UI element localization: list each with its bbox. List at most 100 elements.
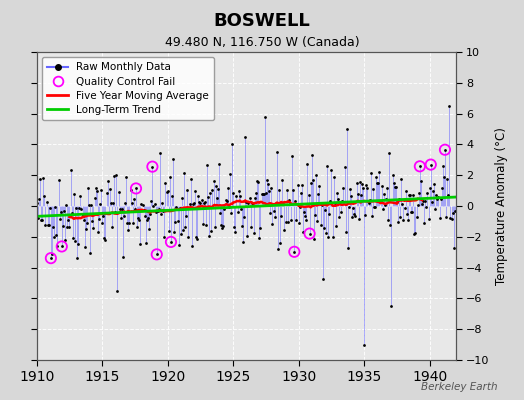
- Point: [274, 246, 282, 252]
- Point: [285, 197, 293, 204]
- Point: [384, 217, 392, 224]
- Point: [188, 243, 196, 249]
- Point: [133, 224, 141, 230]
- Point: [219, 223, 227, 230]
- Point: [208, 187, 216, 193]
- Point: [200, 200, 208, 206]
- Point: [390, 184, 399, 190]
- Point: [439, 163, 447, 169]
- Point: [63, 224, 71, 230]
- Point: [189, 201, 197, 208]
- Point: [401, 188, 410, 194]
- Point: [281, 219, 290, 225]
- Point: [377, 183, 386, 189]
- Point: [418, 201, 426, 207]
- Point: [420, 220, 429, 226]
- Point: [51, 203, 59, 210]
- Point: [319, 276, 327, 282]
- Point: [242, 199, 250, 205]
- Point: [325, 211, 333, 217]
- Point: [441, 146, 449, 153]
- Point: [212, 182, 220, 189]
- Point: [238, 223, 246, 230]
- Point: [416, 163, 424, 170]
- Point: [305, 230, 314, 237]
- Text: 49.480 N, 116.750 W (Canada): 49.480 N, 116.750 W (Canada): [165, 36, 359, 49]
- Point: [36, 176, 44, 182]
- Point: [233, 209, 242, 216]
- Point: [217, 222, 225, 228]
- Point: [402, 211, 411, 217]
- Point: [277, 213, 286, 220]
- Point: [159, 208, 168, 214]
- Point: [290, 248, 299, 255]
- Point: [305, 230, 314, 237]
- Point: [245, 194, 254, 201]
- Point: [156, 150, 164, 156]
- Point: [107, 200, 115, 206]
- Point: [56, 216, 64, 222]
- Point: [416, 163, 424, 170]
- Point: [337, 209, 345, 215]
- Point: [161, 180, 170, 186]
- Point: [451, 208, 459, 214]
- Point: [344, 245, 352, 251]
- Point: [232, 193, 241, 199]
- Point: [87, 202, 95, 208]
- Point: [194, 193, 202, 200]
- Point: [276, 240, 285, 246]
- Point: [252, 190, 260, 197]
- Point: [376, 198, 385, 204]
- Point: [99, 213, 107, 220]
- Point: [172, 204, 181, 210]
- Point: [371, 204, 379, 210]
- Point: [177, 230, 185, 237]
- Point: [52, 232, 60, 238]
- Point: [109, 200, 117, 206]
- Point: [248, 202, 257, 208]
- Point: [53, 243, 62, 250]
- Point: [224, 185, 232, 192]
- Point: [126, 187, 135, 193]
- Point: [171, 219, 180, 226]
- Point: [123, 220, 132, 226]
- Point: [307, 180, 315, 186]
- Point: [375, 168, 384, 175]
- Point: [340, 163, 348, 170]
- Point: [331, 200, 339, 206]
- Point: [436, 196, 445, 202]
- Point: [84, 185, 92, 191]
- Point: [81, 244, 89, 250]
- Point: [110, 173, 118, 179]
- Point: [299, 229, 307, 236]
- Point: [398, 201, 407, 208]
- Point: [86, 250, 94, 256]
- Point: [160, 234, 169, 240]
- Point: [98, 220, 106, 226]
- Point: [111, 209, 119, 216]
- Point: [410, 231, 419, 237]
- Point: [66, 224, 74, 230]
- Point: [438, 185, 446, 191]
- Point: [246, 224, 255, 230]
- Point: [218, 225, 226, 232]
- Point: [351, 213, 359, 220]
- Point: [288, 152, 297, 159]
- Point: [227, 210, 235, 217]
- Point: [292, 217, 301, 224]
- Point: [269, 208, 278, 214]
- Point: [205, 232, 213, 239]
- Point: [193, 236, 201, 242]
- Point: [47, 255, 55, 261]
- Point: [206, 190, 214, 196]
- Point: [239, 239, 247, 245]
- Point: [207, 227, 215, 234]
- Point: [296, 204, 304, 211]
- Point: [268, 220, 277, 227]
- Point: [346, 186, 354, 192]
- Point: [332, 223, 340, 229]
- Point: [447, 216, 456, 222]
- Y-axis label: Temperature Anomaly (°C): Temperature Anomaly (°C): [495, 127, 508, 285]
- Point: [47, 255, 55, 261]
- Point: [411, 230, 420, 236]
